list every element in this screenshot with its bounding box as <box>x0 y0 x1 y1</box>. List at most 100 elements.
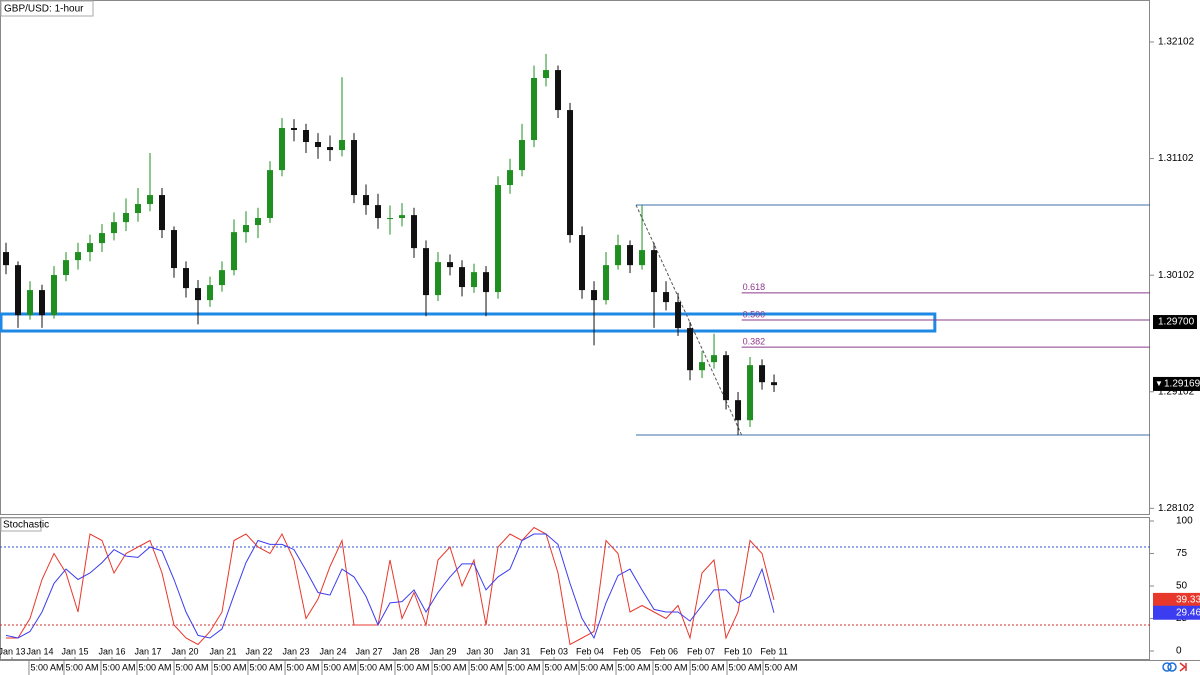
x-tick-label: Jan 20 <box>172 646 199 656</box>
candle-body <box>267 170 274 219</box>
candle-body <box>507 170 514 186</box>
candle-body <box>711 355 718 363</box>
time-label: 5:00 AM <box>323 662 356 672</box>
candle-body <box>519 140 526 171</box>
candle-body <box>87 243 94 253</box>
candle-body <box>675 302 682 329</box>
candle-body <box>459 267 466 288</box>
corner-icons <box>1162 662 1187 672</box>
stoch-y-tick-label: 0 <box>1176 646 1182 657</box>
candle-body <box>747 365 754 421</box>
x-tick-label: Jan 14 <box>26 646 53 656</box>
level-price-label: 1.29700 <box>1158 317 1195 328</box>
candle-body <box>663 292 670 303</box>
candle-body <box>423 248 430 296</box>
candle-body <box>771 382 778 386</box>
stoch-y-tick-label: 100 <box>1176 516 1193 527</box>
y-tick-label: 1.32102 <box>1158 37 1195 48</box>
candle-body <box>375 205 382 219</box>
candle-body <box>183 268 190 289</box>
candle-body <box>3 252 10 266</box>
candle-body <box>303 130 310 143</box>
candle-body <box>135 204 142 214</box>
time-label: 5:00 AM <box>729 662 762 672</box>
candle-body <box>147 195 154 205</box>
x-tick-label: Feb 10 <box>724 646 752 656</box>
candle-body <box>339 140 346 151</box>
candle-body <box>699 362 706 371</box>
level-price-box <box>1153 315 1197 330</box>
y-tick-label: 1.28102 <box>1158 503 1195 514</box>
candle-body <box>495 185 502 293</box>
candle-body <box>207 285 214 301</box>
y-tick-label: 1.29102 <box>1158 386 1195 397</box>
current-price-label: 1.29169 <box>1164 379 1200 390</box>
time-label: 5:00 AM <box>213 662 246 672</box>
time-label: 5:00 AM <box>65 662 98 672</box>
x-tick-label: Jan 16 <box>98 646 125 656</box>
time-label: 5:00 AM <box>396 662 429 672</box>
time-label: 5:00 AM <box>654 662 687 672</box>
time-label: 5:00 AM <box>359 662 392 672</box>
candle-body <box>687 328 694 371</box>
candle-body <box>279 128 286 171</box>
candle-body <box>243 225 250 233</box>
time-label: 5:00 AM <box>618 662 651 672</box>
candle-body <box>99 233 106 244</box>
chart-title: GBP/USD: 1-hour <box>4 4 84 15</box>
candle-body <box>603 265 610 301</box>
candle-body <box>579 235 586 291</box>
candle-body <box>483 272 490 293</box>
stoch-line <box>5 533 775 640</box>
y-tick-label: 1.30102 <box>1158 270 1195 281</box>
x-tick-label: Jan 24 <box>319 646 346 656</box>
candle-body <box>351 140 358 196</box>
stoch-line <box>6 526 775 646</box>
time-label: 5:00 AM <box>765 662 798 672</box>
candle-body <box>639 250 646 266</box>
main-panel <box>0 0 1150 515</box>
support-zone <box>0 312 937 333</box>
candle-body <box>555 70 562 111</box>
indicator-title-box <box>0 517 42 532</box>
candle-body <box>387 218 394 220</box>
indicator-title: Stochastic <box>3 520 49 531</box>
current-price-box <box>1153 376 1200 391</box>
time-label: 5:00 AM <box>249 662 282 672</box>
x-tick-label: Jan 27 <box>355 646 382 656</box>
candle-body <box>735 400 742 421</box>
candle-body <box>255 218 262 226</box>
x-tick-label: Jan 13 <box>0 646 26 656</box>
time-label: 5:00 AM <box>287 662 320 672</box>
candle-body <box>171 230 178 269</box>
candle-body <box>195 288 202 301</box>
x-tick-label: Jan 23 <box>283 646 310 656</box>
candle-body <box>435 262 442 296</box>
y-tick-label: 1.31102 <box>1158 153 1194 164</box>
stoch-value-label: 29.46 <box>1176 607 1200 618</box>
time-label: 5:00 AM <box>471 662 504 672</box>
candle-body <box>399 215 406 219</box>
stoch-y-tick-label: 50 <box>1176 581 1188 592</box>
x-tick-label: Feb 04 <box>576 646 604 656</box>
fib-level-label: 0.618 <box>743 282 766 292</box>
candle-body <box>543 70 550 79</box>
time-label: 5:00 AM <box>434 662 467 672</box>
time-label: 5:00 AM <box>507 662 540 672</box>
candle-body <box>531 78 538 141</box>
candle-body <box>591 290 598 301</box>
candle-body <box>39 290 46 316</box>
candle-body <box>327 147 334 151</box>
candle-body <box>291 128 298 131</box>
time-label: 5:00 AM <box>692 662 725 672</box>
candle-body <box>15 265 22 316</box>
time-label: 5:00 AM <box>581 662 614 672</box>
time-label: 5:00 AM <box>102 662 135 672</box>
candle-body <box>471 272 478 288</box>
candle-body <box>75 252 82 261</box>
title-box <box>0 0 94 17</box>
candle-body <box>759 365 766 383</box>
x-tick-label: Jan 28 <box>392 646 419 656</box>
